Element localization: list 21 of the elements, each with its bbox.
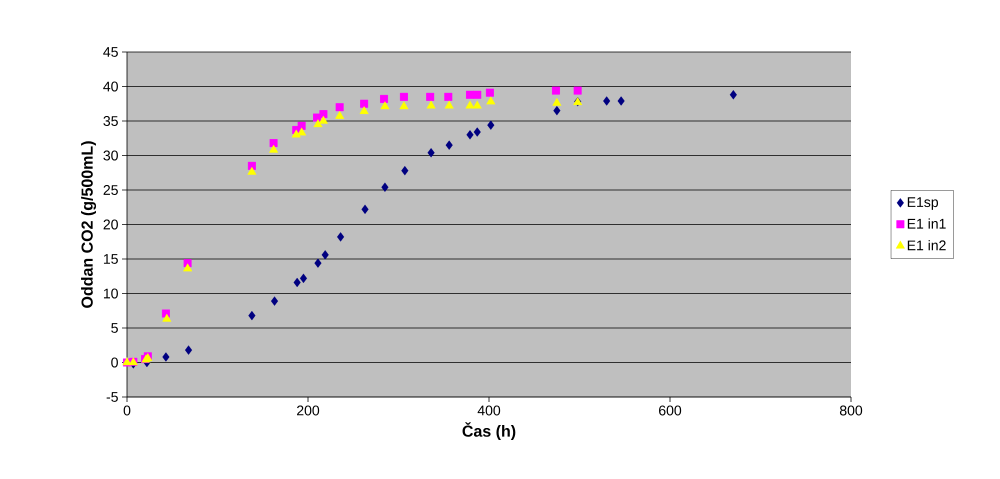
legend-label: E1 in1: [908, 218, 946, 229]
x-tick-label: 0: [124, 406, 130, 416]
y-tick-label: 15: [104, 254, 118, 264]
x-tick-label: 600: [659, 406, 682, 416]
y-tick-label: -5: [106, 392, 118, 402]
x-axis-title: Čas (h): [462, 422, 516, 440]
y-tick-label: 0: [111, 358, 118, 368]
y-axis-title: Oddan CO2 (g/500mL): [81, 141, 96, 308]
y-tick-label: 5: [111, 323, 118, 333]
y-tick-label: 25: [104, 185, 118, 195]
legend-label: E1 in2: [908, 240, 946, 250]
x-tick-label: 800: [840, 406, 862, 416]
x-tick-label: 200: [297, 406, 320, 416]
y-tick-label: 20: [104, 220, 118, 230]
legend-label: E1sp: [908, 197, 938, 210]
y-tick-label: 10: [104, 288, 118, 298]
y-tick-label: 40: [103, 82, 118, 92]
y-tick-label: 45: [103, 47, 118, 57]
x-tick-label: 400: [478, 406, 500, 416]
y-tick-label: 30: [103, 150, 118, 160]
y-tick-label: 35: [103, 116, 118, 126]
